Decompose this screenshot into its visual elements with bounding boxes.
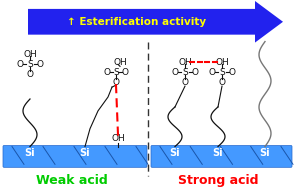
- Text: Si: Si: [170, 149, 180, 158]
- Text: S: S: [27, 60, 33, 69]
- Text: O: O: [208, 68, 215, 77]
- Text: Weak acid: Weak acid: [36, 174, 108, 187]
- Text: Si: Si: [80, 149, 90, 158]
- Text: O: O: [112, 78, 120, 87]
- Text: S: S: [113, 68, 119, 77]
- Text: ↑ Esterification activity: ↑ Esterification activity: [67, 17, 206, 27]
- Polygon shape: [28, 1, 283, 42]
- Text: OH: OH: [178, 58, 192, 67]
- Text: S: S: [182, 68, 188, 77]
- Text: O: O: [192, 68, 199, 77]
- Text: Si: Si: [260, 149, 270, 158]
- FancyBboxPatch shape: [151, 146, 292, 167]
- Text: O: O: [121, 68, 128, 77]
- Text: OH: OH: [215, 58, 229, 67]
- Text: O: O: [171, 68, 178, 77]
- Text: OH: OH: [23, 50, 37, 59]
- FancyBboxPatch shape: [3, 146, 147, 167]
- Text: S: S: [219, 68, 225, 77]
- Text: OH: OH: [111, 134, 125, 143]
- Text: Strong acid: Strong acid: [178, 174, 258, 187]
- Text: O: O: [181, 78, 189, 87]
- Text: O: O: [36, 60, 44, 69]
- Text: O: O: [27, 70, 33, 79]
- Text: O: O: [218, 78, 226, 87]
- Text: O: O: [229, 68, 236, 77]
- Text: OH: OH: [113, 58, 127, 67]
- Text: Si: Si: [213, 149, 223, 158]
- Text: O: O: [17, 60, 23, 69]
- Text: O: O: [104, 68, 110, 77]
- Text: Si: Si: [25, 149, 35, 158]
